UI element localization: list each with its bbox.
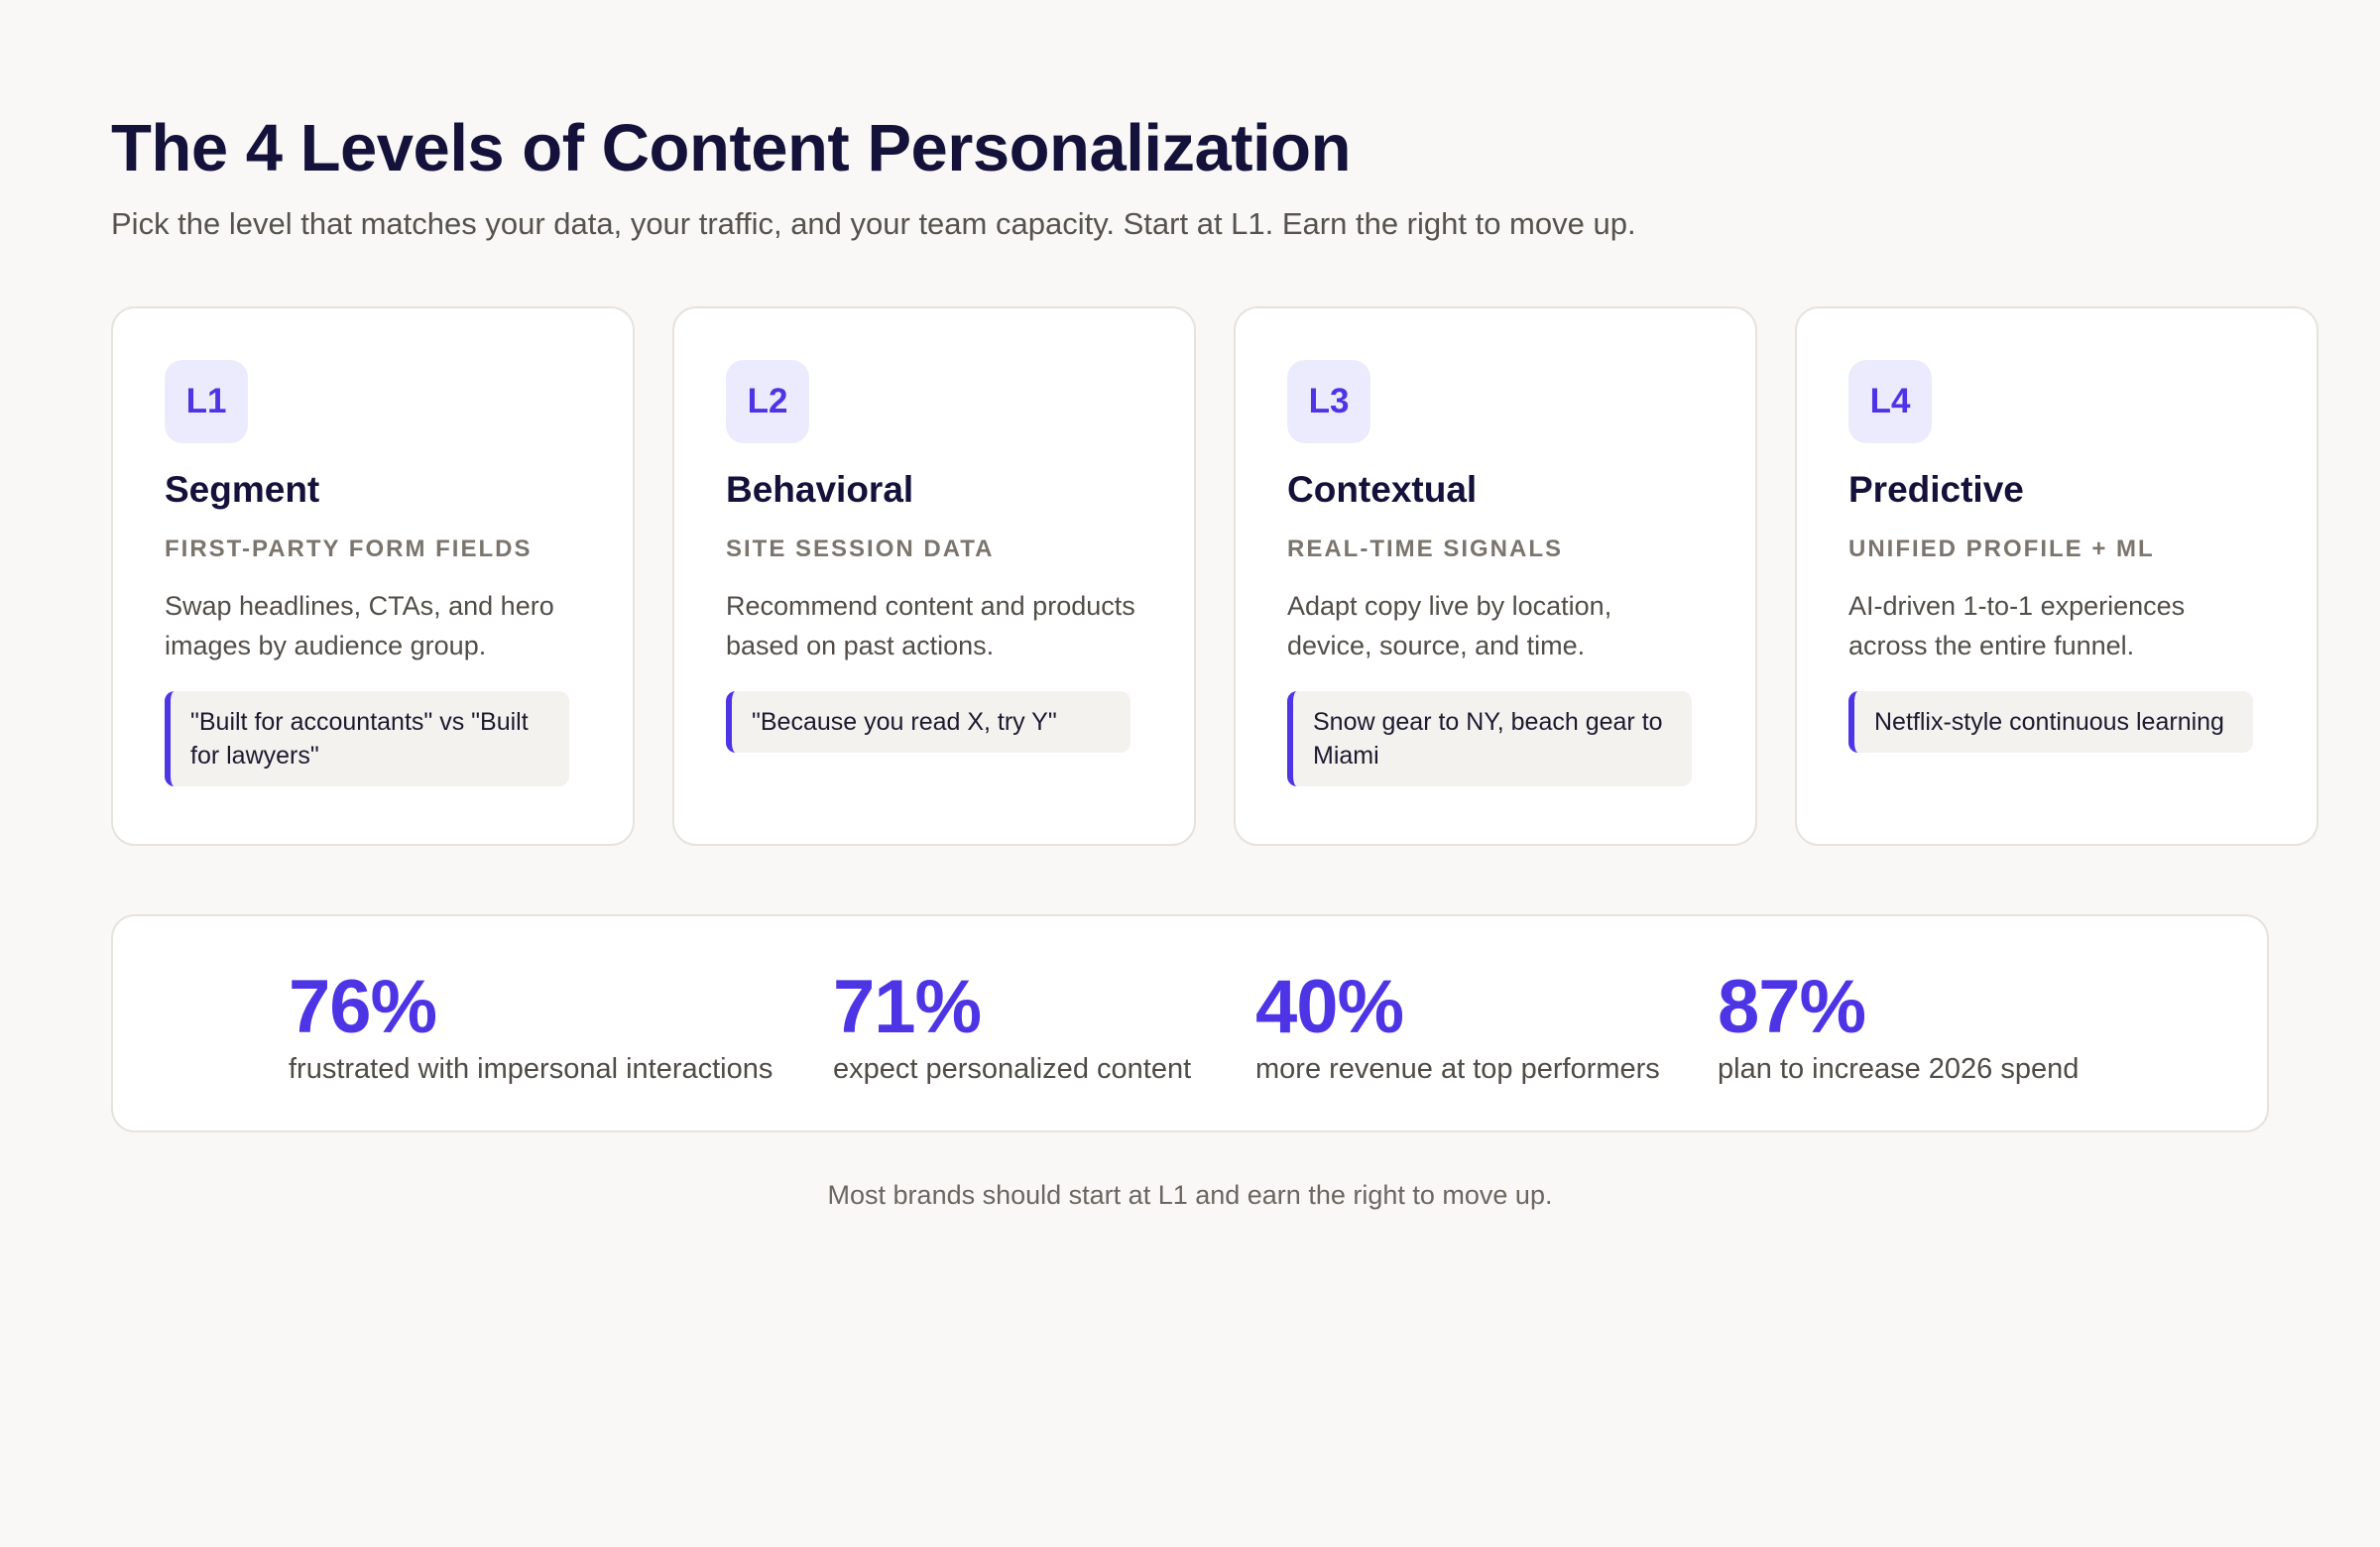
stat-label: more revenue at top performers bbox=[1255, 1053, 1660, 1085]
level-card-l4: L4 Predictive UNIFIED PROFILE + ML AI-dr… bbox=[1795, 306, 2319, 846]
level-data-source: SITE SESSION DATA bbox=[726, 536, 995, 562]
level-description: Recommend content and products based on … bbox=[726, 591, 1135, 660]
level-description: AI-driven 1-to-1 experiences across the … bbox=[1848, 591, 2186, 660]
footer-note: Most brands should start at L1 and earn … bbox=[827, 1180, 1553, 1210]
level-cards: L1 Segment FIRST-PARTY FORM FIELDS Swap … bbox=[111, 306, 2319, 846]
level-example: "Because you read X, try Y" bbox=[726, 691, 1130, 753]
stat-item: 76% frustrated with impersonal interacti… bbox=[289, 966, 773, 1089]
level-data-source: UNIFIED PROFILE + ML bbox=[1848, 536, 2155, 562]
level-badge: L2 bbox=[726, 360, 809, 443]
stat-value: 40% bbox=[1255, 965, 1404, 1049]
stat-label: plan to increase 2026 spend bbox=[1718, 1053, 2080, 1085]
level-description: Swap headlines, CTAs, and hero images by… bbox=[165, 591, 554, 660]
level-badge: L4 bbox=[1848, 360, 1932, 443]
level-example: "Built for accountants" vs "Built for la… bbox=[165, 691, 569, 786]
page-title: The 4 Levels of Content Personalization bbox=[111, 111, 1352, 185]
level-data-source: FIRST-PARTY FORM FIELDS bbox=[165, 536, 533, 562]
stat-label: expect personalized content bbox=[833, 1053, 1192, 1085]
level-card-l2: L2 Behavioral SITE SESSION DATA Recommen… bbox=[672, 306, 1196, 846]
level-title: Segment bbox=[165, 469, 320, 510]
level-example: Netflix-style continuous learning bbox=[1848, 691, 2253, 753]
level-example: Snow gear to NY, beach gear to Miami bbox=[1287, 691, 1692, 786]
level-badge: L1 bbox=[165, 360, 248, 443]
level-title: Contextual bbox=[1287, 469, 1478, 510]
stat-label: frustrated with impersonal interactions bbox=[289, 1053, 774, 1085]
stat-item: 87% plan to increase 2026 spend bbox=[1718, 966, 2079, 1089]
level-title: Behavioral bbox=[726, 469, 914, 510]
level-card-l1: L1 Segment FIRST-PARTY FORM FIELDS Swap … bbox=[111, 306, 635, 846]
stats-panel: 76% frustrated with impersonal interacti… bbox=[111, 914, 2269, 1132]
level-title: Predictive bbox=[1848, 469, 2024, 510]
level-card-l3: L3 Contextual REAL-TIME SIGNALS Adapt co… bbox=[1234, 306, 1757, 846]
stat-item: 40% more revenue at top performers bbox=[1255, 966, 1660, 1089]
stat-value: 87% bbox=[1718, 965, 1866, 1049]
level-description: Adapt copy live by location, device, sou… bbox=[1287, 591, 1612, 660]
stat-value: 76% bbox=[289, 965, 437, 1049]
level-data-source: REAL-TIME SIGNALS bbox=[1287, 536, 1563, 562]
stat-value: 71% bbox=[833, 965, 982, 1049]
stat-item: 71% expect personalized content bbox=[833, 966, 1191, 1089]
page-subtitle: Pick the level that matches your data, y… bbox=[111, 206, 1636, 241]
level-badge: L3 bbox=[1287, 360, 1370, 443]
